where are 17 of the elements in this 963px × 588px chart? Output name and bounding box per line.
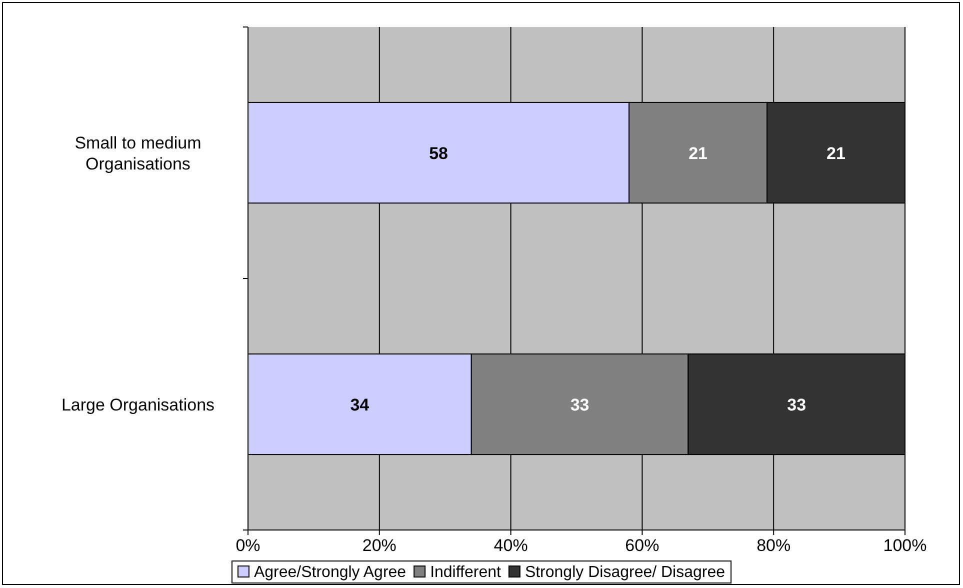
data-label: 21 [826,144,846,163]
x-tick-label: 60% [625,536,660,556]
x-tick-label: 80% [756,536,791,556]
data-label: 33 [787,395,806,414]
x-tick-label: 0% [236,536,260,556]
x-tick-label: 20% [362,536,396,556]
data-label: 33 [570,395,590,414]
legend-label: Strongly Disagree/ Disagree [524,564,726,581]
data-label: 58 [429,144,448,163]
x-tick-label: 40% [494,536,528,556]
data-label: 34 [350,395,370,414]
legend-label: Agree/Strongly Agree [254,564,406,581]
x-tick-label: 100% [883,536,927,556]
data-label: 21 [688,144,708,163]
y-tick-label: Small to medium Organisations [74,133,202,174]
y-tick-label: Large Organisations [61,395,215,414]
legend-label: Indifferent [430,564,502,581]
